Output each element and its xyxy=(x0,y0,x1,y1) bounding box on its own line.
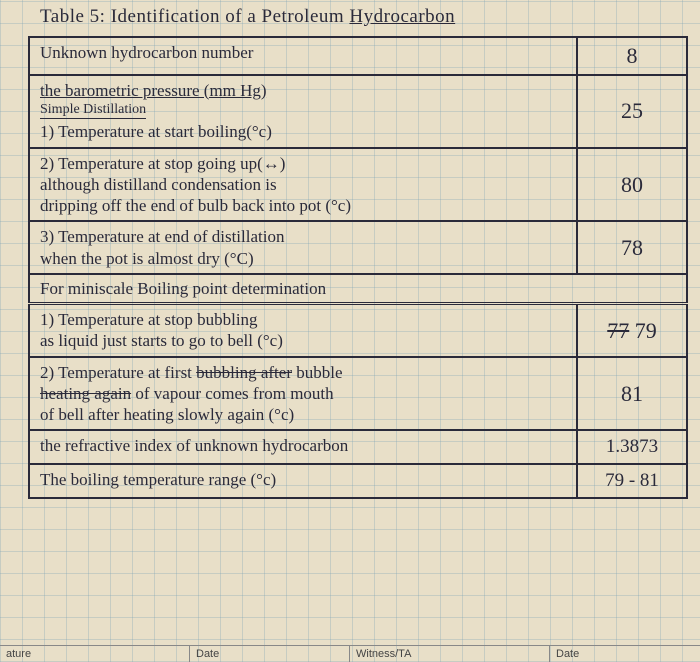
table-row: 2) Temperature at first bubbling after b… xyxy=(29,357,687,431)
row-value: 80 xyxy=(577,148,687,222)
title-underlined: Hydrocarbon xyxy=(349,6,455,27)
row-value: 1.3873 xyxy=(577,430,687,464)
data-table: Unknown hydrocarbon number 8 the baromet… xyxy=(28,36,688,499)
row-value: 79 - 81 xyxy=(577,464,687,498)
row-value: 77 79 xyxy=(577,304,687,357)
section-header-row: For miniscale Boiling point determinatio… xyxy=(29,274,687,304)
table-row: the refractive index of unknown hydrocar… xyxy=(29,430,687,464)
struck-value: 77 xyxy=(607,318,629,343)
title-prefix: Table 5: Identification of a Petroleum xyxy=(40,6,349,27)
footer-date2: Date xyxy=(550,646,700,662)
table-row: the barometric pressure (mm Hg) Simple D… xyxy=(29,75,687,148)
row-label: 2) Temperature at stop going up(↔) altho… xyxy=(29,148,577,222)
row-label: The boiling temperature range (°c) xyxy=(29,464,577,498)
table-row: 1) Temperature at stop bubbling as liqui… xyxy=(29,304,687,357)
row-label: the barometric pressure (mm Hg) Simple D… xyxy=(29,75,577,148)
footer-signature: ature xyxy=(0,646,190,662)
row-label: 1) Temperature at stop bubbling as liqui… xyxy=(29,304,577,357)
section-subheader: Simple Distillation xyxy=(40,101,146,120)
barometric-label: the barometric pressure (mm Hg) xyxy=(40,81,267,100)
footer-witness: Witness/TA xyxy=(350,646,550,662)
row-label: 2) Temperature at first bubbling after b… xyxy=(29,357,577,431)
footer-date1: Date xyxy=(190,646,350,662)
table-title: Table 5: Identification of a Petroleum H… xyxy=(0,0,700,36)
table-row: Unknown hydrocarbon number 8 xyxy=(29,37,687,75)
notebook-footer: ature Date Witness/TA Date xyxy=(0,645,700,662)
row-label: Unknown hydrocarbon number xyxy=(29,37,577,75)
table-row: 2) Temperature at stop going up(↔) altho… xyxy=(29,148,687,222)
row-value: 81 xyxy=(577,357,687,431)
row-label: 3) Temperature at end of distillation wh… xyxy=(29,221,577,274)
table-row: 3) Temperature at end of distillation wh… xyxy=(29,221,687,274)
row-value: 78 xyxy=(577,221,687,274)
row-label: the refractive index of unknown hydrocar… xyxy=(29,430,577,464)
row-value: 25 xyxy=(577,75,687,148)
section-header: For miniscale Boiling point determinatio… xyxy=(29,274,687,304)
row-value: 8 xyxy=(577,37,687,75)
temp-start-label: 1) Temperature at start boiling(°c) xyxy=(40,122,272,141)
table-row: The boiling temperature range (°c) 79 - … xyxy=(29,464,687,498)
